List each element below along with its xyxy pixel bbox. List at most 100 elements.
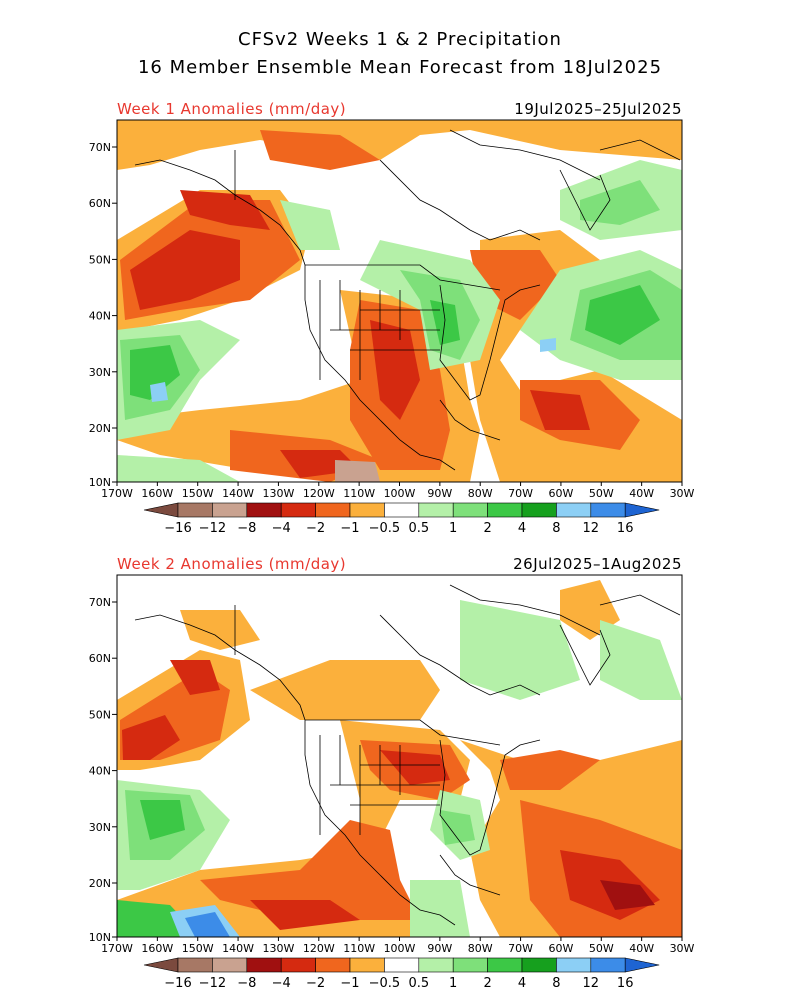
lon-tick-label: 90W <box>427 487 452 500</box>
colorbar-label: 8 <box>552 976 560 991</box>
colorbar-label: −12 <box>199 521 226 536</box>
colorbar-swatch <box>624 957 660 973</box>
lon-tick-label: 110W <box>343 942 375 955</box>
lon-tick-label: 150W <box>182 487 214 500</box>
lat-tick-label: 40N <box>89 765 111 778</box>
colorbar-swatch <box>143 957 179 973</box>
colorbar-swatch <box>384 957 420 973</box>
colorbar-swatch <box>521 502 557 518</box>
lat-tick-label: 30N <box>89 821 111 834</box>
colorbar-label: −2 <box>306 521 325 536</box>
lat-tick-label: 70N <box>89 141 111 154</box>
chart-title-line1: CFSv2 Weeks 1 & 2 Precipitation <box>238 29 562 50</box>
lon-tick-label: 120W <box>303 942 335 955</box>
colorbar-label: 2 <box>483 976 491 991</box>
lat-tick-label: 60N <box>89 197 111 210</box>
colorbar-label: 12 <box>583 521 600 536</box>
colorbar-swatch <box>212 957 248 973</box>
colorbar-swatch <box>452 957 488 973</box>
lon-tick-label: 30W <box>670 942 695 955</box>
lon-tick-label: 80W <box>468 487 493 500</box>
colorbar-label: −12 <box>199 976 226 991</box>
lon-tick-label: 130W <box>262 942 294 955</box>
lon-tick-label: 170W <box>101 487 133 500</box>
lat-tick-label: 30N <box>89 366 111 379</box>
colorbar-swatch <box>349 957 385 973</box>
colorbar-label: −16 <box>164 976 191 991</box>
colorbar-label: 8 <box>552 521 560 536</box>
lon-tick-label: 160W <box>141 487 173 500</box>
lon-tick-label: 150W <box>182 942 214 955</box>
week1-anomaly-field <box>117 120 682 482</box>
colorbar-label: 1 <box>449 976 457 991</box>
colorbar-swatch <box>384 502 420 518</box>
lon-tick-label: 140W <box>222 942 254 955</box>
chart-title-line2: 16 Member Ensemble Mean Forecast from 18… <box>137 57 663 78</box>
lon-tick-label: 40W <box>629 487 654 500</box>
colorbar-label: −4 <box>272 521 291 536</box>
colorbar-label: −1 <box>340 976 359 991</box>
lon-tick-label: 70W <box>508 487 533 500</box>
lon-tick-label: 120W <box>303 487 335 500</box>
lat-tick-label: 20N <box>89 422 111 435</box>
week1-map <box>116 119 683 483</box>
lon-tick-label: 30W <box>670 487 695 500</box>
colorbar-label: 16 <box>617 521 634 536</box>
colorbar-swatch <box>590 957 626 973</box>
lat-tick-label: 40N <box>89 310 111 323</box>
lat-tick-label: 20N <box>89 877 111 890</box>
colorbar-swatch <box>418 957 454 973</box>
colorbar-swatch <box>556 957 592 973</box>
colorbar-swatch <box>315 502 351 518</box>
colorbar-swatch <box>315 957 351 973</box>
lon-tick-label: 60W <box>548 942 573 955</box>
week2-panel-label: Week 2 Anomalies (mm/day) <box>117 555 347 573</box>
colorbar-swatch <box>556 502 592 518</box>
lon-tick-label: 170W <box>101 942 133 955</box>
lat-tick-label: 50N <box>89 708 111 721</box>
colorbar-label: −16 <box>164 521 191 536</box>
lon-tick-label: 70W <box>508 942 533 955</box>
colorbar-label: −8 <box>237 976 256 991</box>
colorbar-swatch <box>280 502 316 518</box>
colorbar-swatch <box>280 957 316 973</box>
lat-tick-label: 70N <box>89 596 111 609</box>
lon-tick-label: 100W <box>384 487 416 500</box>
colorbar-swatch <box>452 502 488 518</box>
colorbar-swatch <box>624 502 660 518</box>
colorbar-swatch <box>246 957 282 973</box>
week2-colorbar: −16 −12 −8 −4 −2 −1 −0.5 0.5 1 2 4 8 12 16 <box>143 957 660 991</box>
lat-tick-label: 10N <box>89 931 111 944</box>
week2-map <box>116 574 683 938</box>
colorbar-swatch <box>177 502 213 518</box>
colorbar-swatch <box>521 957 557 973</box>
colorbar-label: 2 <box>483 521 491 536</box>
colorbar-label: 12 <box>583 976 600 991</box>
lon-tick-label: 90W <box>427 942 452 955</box>
colorbar-label: −8 <box>237 521 256 536</box>
week1-date-range: 19Jul2025–25Jul2025 <box>514 100 682 118</box>
lon-tick-label: 160W <box>141 942 173 955</box>
colorbar-label: 0.5 <box>408 976 429 991</box>
colorbar-label: 4 <box>518 976 526 991</box>
lon-tick-label: 40W <box>629 942 654 955</box>
colorbar-swatch <box>143 502 179 518</box>
colorbar-swatch <box>246 502 282 518</box>
lat-tick-label: 60N <box>89 652 111 665</box>
colorbar-label: 0.5 <box>408 521 429 536</box>
lon-tick-label: 50W <box>589 942 614 955</box>
colorbar-swatch <box>487 957 523 973</box>
lat-tick-label: 50N <box>89 253 111 266</box>
week2-coastlines <box>134 584 681 926</box>
lon-tick-label: 100W <box>384 942 416 955</box>
lon-tick-label: 110W <box>343 487 375 500</box>
colorbar-label: 16 <box>617 976 634 991</box>
week1-colorbar: −16 −12 −8 −4 −2 −1 −0.5 0.5 1 2 4 8 12 16 <box>143 502 660 536</box>
lat-tick-label: 10N <box>89 476 111 489</box>
lon-tick-label: 80W <box>468 942 493 955</box>
colorbar-label: −0.5 <box>369 976 401 991</box>
lon-tick-label: 50W <box>589 487 614 500</box>
colorbar-label: −0.5 <box>369 521 401 536</box>
colorbar-label: 1 <box>449 521 457 536</box>
week2-anomaly-field <box>117 580 682 937</box>
